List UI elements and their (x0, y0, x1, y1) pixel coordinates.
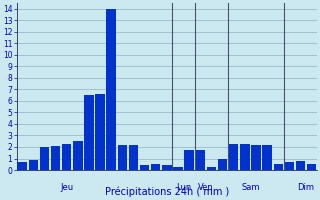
Bar (296, 161, 305, 170)
Text: Sam: Sam (241, 183, 260, 192)
Bar (118, 145, 127, 170)
Bar (51, 146, 60, 170)
Bar (107, 9, 116, 170)
Bar (229, 144, 238, 170)
Bar (40, 147, 49, 170)
Text: Lun: Lun (176, 183, 191, 192)
Bar (62, 144, 71, 170)
Text: Ven: Ven (198, 183, 214, 192)
Bar (307, 164, 316, 170)
Bar (173, 167, 183, 170)
Bar (17, 162, 27, 170)
Bar (140, 165, 149, 170)
Bar (196, 150, 205, 170)
Bar (262, 145, 272, 170)
Bar (95, 94, 105, 170)
Bar (240, 144, 250, 170)
Bar (285, 162, 294, 170)
X-axis label: Précipitations 24h ( mm ): Précipitations 24h ( mm ) (105, 187, 229, 197)
Bar (162, 165, 172, 170)
Bar (73, 141, 83, 170)
Bar (28, 160, 38, 170)
Bar (184, 150, 194, 170)
Bar (218, 159, 227, 170)
Bar (274, 164, 283, 170)
Text: Jeu: Jeu (60, 183, 73, 192)
Bar (129, 145, 138, 170)
Bar (207, 167, 216, 170)
Bar (84, 95, 94, 170)
Bar (251, 145, 261, 170)
Bar (151, 164, 161, 170)
Text: Dim: Dim (298, 183, 315, 192)
